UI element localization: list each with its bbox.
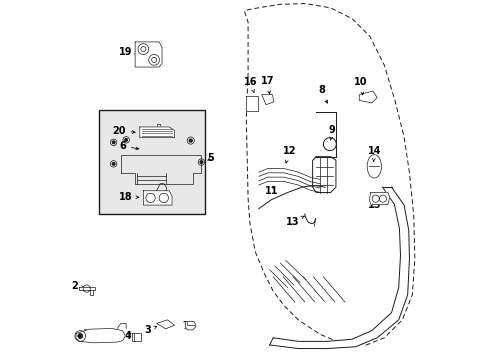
Polygon shape: [143, 191, 172, 205]
Circle shape: [112, 162, 115, 166]
Text: 17: 17: [261, 76, 274, 94]
Text: 19: 19: [119, 46, 138, 57]
Circle shape: [124, 138, 127, 141]
Text: 11: 11: [264, 186, 278, 196]
Text: 18: 18: [119, 192, 139, 202]
Text: 20: 20: [112, 126, 135, 135]
Text: 10: 10: [354, 77, 367, 95]
Text: 7: 7: [182, 321, 188, 331]
Polygon shape: [312, 157, 335, 193]
Circle shape: [112, 141, 115, 144]
Text: 4: 4: [124, 331, 131, 341]
Polygon shape: [135, 42, 162, 67]
Text: 5: 5: [206, 153, 213, 163]
Circle shape: [188, 139, 192, 142]
Text: 9: 9: [328, 125, 335, 140]
FancyBboxPatch shape: [99, 110, 204, 214]
Polygon shape: [368, 193, 389, 204]
Circle shape: [200, 161, 203, 164]
Polygon shape: [185, 321, 196, 330]
Text: 8: 8: [318, 85, 327, 103]
Polygon shape: [131, 333, 140, 341]
Polygon shape: [79, 287, 94, 291]
Text: 15: 15: [367, 197, 380, 210]
Text: 14: 14: [367, 145, 380, 161]
Polygon shape: [76, 328, 125, 343]
Polygon shape: [246, 96, 258, 111]
Text: 2: 2: [71, 281, 84, 291]
Polygon shape: [140, 127, 174, 138]
Text: 3: 3: [144, 325, 157, 335]
Text: 6: 6: [119, 141, 139, 151]
Circle shape: [78, 333, 82, 338]
Text: 1: 1: [82, 329, 99, 339]
Text: 16: 16: [243, 77, 257, 93]
Text: 13: 13: [285, 216, 304, 227]
Text: 12: 12: [282, 146, 295, 163]
